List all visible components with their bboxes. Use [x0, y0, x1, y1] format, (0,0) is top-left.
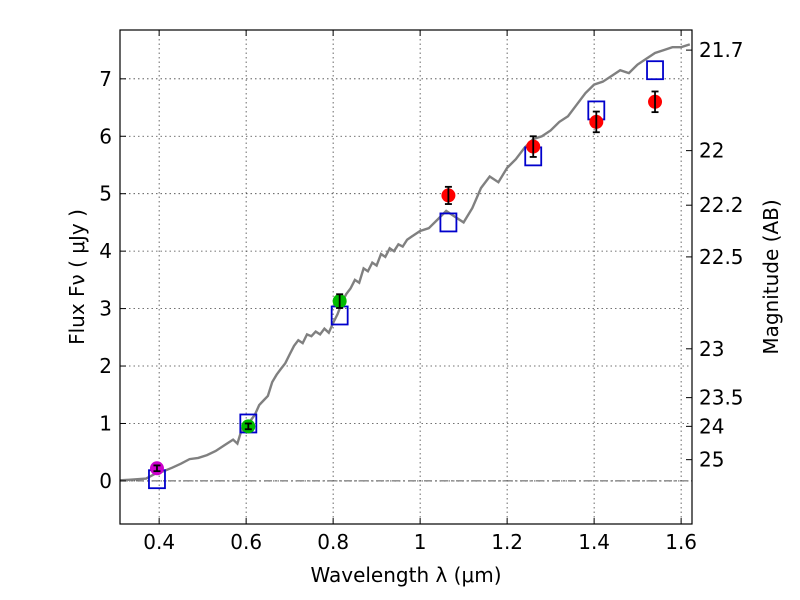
magnitude-tick-label: 22 — [699, 139, 724, 163]
magnitude-tick-label: 22.5 — [699, 245, 744, 269]
x-tick-label: 1.6 — [665, 530, 697, 554]
magnitude-tick-label: 21.7 — [699, 38, 744, 62]
data-markers — [148, 60, 664, 490]
model-spectrum — [119, 43, 691, 482]
plot-frame — [119, 29, 693, 525]
y-axis-label: Flux Fν ( μJy ) — [65, 209, 89, 345]
magnitude-tick-label: 23 — [699, 337, 724, 361]
y-tick-label: 7 — [99, 67, 112, 91]
magnitude-tick-label: 25 — [699, 448, 724, 472]
x-tick-label: 1 — [414, 530, 427, 554]
x-tick-label: 1.4 — [578, 530, 610, 554]
model-point — [439, 212, 458, 233]
model-point — [646, 60, 664, 81]
magnitude-tick-label: 23.5 — [699, 386, 744, 410]
x-axis-label: Wavelength λ (μm) — [310, 563, 501, 587]
y-tick-label: 5 — [99, 182, 112, 206]
y-axis-right-label: Magnitude (AB) — [759, 199, 783, 354]
x-tick-label: 0.4 — [143, 530, 175, 554]
x-tick-label: 0.6 — [230, 530, 262, 554]
x-tick-label: 1.2 — [491, 530, 523, 554]
magnitude-tick-label: 22.2 — [699, 193, 744, 217]
magnitude-tick-label: 24 — [699, 414, 724, 438]
grid — [120, 30, 692, 524]
y-tick-label: 4 — [99, 239, 112, 263]
y-tick-label: 1 — [99, 411, 112, 435]
y-tick-label: 3 — [99, 297, 112, 321]
spectrum-line — [119, 43, 691, 482]
x-tick-label: 0.8 — [317, 530, 349, 554]
y-tick-label: 2 — [99, 354, 112, 378]
y-tick-label: 6 — [99, 124, 112, 148]
ticks: 0.4 0.6 0.8 1 1.2 1.4 1.60123456721.72222.222.… — [99, 30, 744, 554]
y-tick-label: 0 — [99, 469, 112, 493]
